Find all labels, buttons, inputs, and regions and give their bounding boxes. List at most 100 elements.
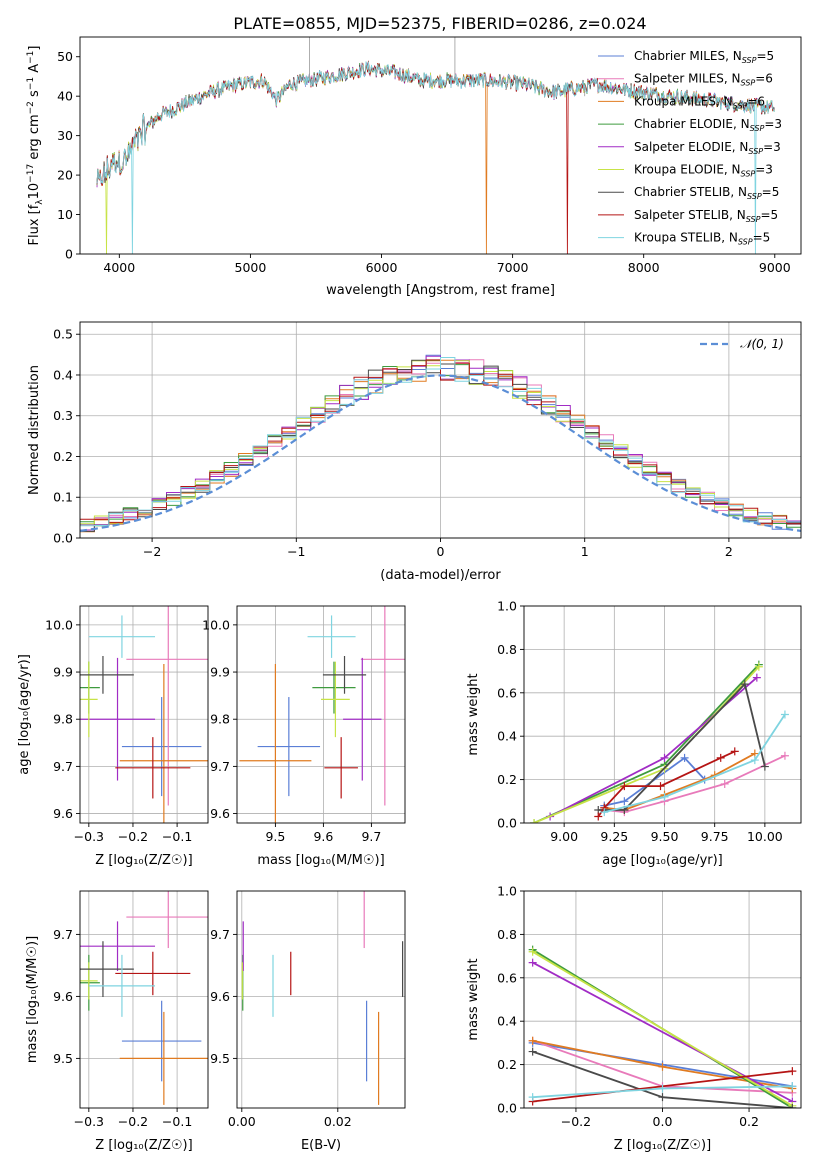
weight-marker-chabrier-stelib bbox=[760, 762, 769, 771]
x-tick-label: −0.3 bbox=[74, 829, 104, 844]
legend-label-kroupa-miles: Kroupa MILES, NSSP=6 bbox=[634, 94, 765, 110]
y-tick-label: 0.8 bbox=[497, 927, 517, 942]
weight-marker-kroupa-miles bbox=[528, 1036, 537, 1045]
weight-marker-kroupa-stelib bbox=[780, 710, 789, 719]
y-tick-label: 0.1 bbox=[53, 490, 73, 505]
x-axis-label: E(B-V) bbox=[301, 1138, 341, 1153]
y-tick-label: 9.6 bbox=[210, 989, 230, 1004]
y-tick-label: 0.6 bbox=[497, 685, 517, 700]
weight-marker-salpeter-elodie bbox=[660, 753, 669, 762]
y-tick-label: 10.0 bbox=[45, 617, 73, 632]
weight-marker-salpeter-stelib bbox=[716, 753, 725, 762]
panel-mass-weight-vs-age: 9.00 9.25 9.50 9.75 10.00 0.0 0.2 0.4 0.6 0.8 1.0 a… bbox=[466, 599, 802, 868]
y-tick-label: 0.8 bbox=[497, 642, 517, 657]
x-tick-label: 9.50 bbox=[651, 829, 679, 844]
weight-marker-kroupa-miles bbox=[658, 1062, 667, 1071]
y-tick-label: 0.0 bbox=[497, 816, 517, 831]
weight-line-chabrier-elodie bbox=[533, 663, 760, 823]
y-tick-label: 1.0 bbox=[497, 599, 517, 614]
x-tick-label: −0.2 bbox=[561, 1114, 591, 1129]
x-tick-label: 9.25 bbox=[600, 829, 628, 844]
panel-age-vs-mass: 9.5 9.6 9.7 9.6 9.7 9.8 9.9 10.0 mass [log₁₀(M/M… bbox=[202, 605, 406, 868]
weight-marker-salpeter-miles bbox=[720, 779, 729, 788]
weight-marker-chabrier-stelib bbox=[658, 1093, 667, 1102]
x-tick-label: 9.5 bbox=[265, 829, 285, 844]
x-tick-label: 5000 bbox=[235, 260, 267, 275]
y-axis-label: mass weight bbox=[466, 673, 481, 755]
x-axis-label: mass [log₁₀(M/M☉)] bbox=[257, 853, 384, 868]
panel-age-vs-z: −0.3 −0.2 −0.1 9.6 9.7 9.8 9.9 10.0 Z [log₁₀(Z/Z… bbox=[17, 605, 209, 868]
legend-label-salpeter-miles: Salpeter MILES, NSSP=6 bbox=[634, 72, 773, 88]
y-tick-label: 0.3 bbox=[53, 408, 73, 423]
x-tick-label: 0.0 bbox=[653, 1114, 673, 1129]
y-tick-label: 0.2 bbox=[53, 449, 73, 464]
panel-spectrum: 4000 5000 6000 7000 8000 9000 0 10 20 30 40 50 wavel… bbox=[26, 36, 802, 298]
weight-marker-kroupa-elodie bbox=[754, 662, 763, 671]
x-tick-label: 7000 bbox=[497, 260, 529, 275]
hist-kroupa-stelib bbox=[80, 357, 801, 527]
x-tick-label: −0.3 bbox=[74, 1114, 104, 1129]
x-axis-label: Z [log₁₀(Z/Z☉)] bbox=[95, 853, 192, 868]
axes-frame bbox=[79, 890, 209, 1109]
x-tick-label: 9.00 bbox=[550, 829, 578, 844]
weight-marker-salpeter-elodie bbox=[752, 673, 761, 682]
weight-marker-chabrier-stelib bbox=[740, 680, 749, 689]
x-tick-label: −0.2 bbox=[118, 829, 148, 844]
axes-frame bbox=[79, 605, 209, 824]
panel-residuals: −2 −1 0 1 2 0.0 0.1 0.2 0.3 0.4 0.5 𝒩(0, 1) (data-mo… bbox=[27, 321, 802, 583]
y-tick-label: 9.7 bbox=[53, 759, 73, 774]
weight-marker-kroupa-elodie bbox=[530, 819, 539, 823]
y-tick-label: 9.6 bbox=[210, 806, 230, 821]
plot-area bbox=[528, 945, 797, 1108]
weight-marker-kroupa-stelib bbox=[600, 808, 609, 817]
weight-marker-salpeter-stelib bbox=[656, 782, 665, 791]
weight-marker-salpeter-stelib bbox=[788, 1067, 797, 1076]
x-tick-label: 1 bbox=[581, 544, 589, 559]
weight-marker-chabrier-miles bbox=[620, 797, 629, 806]
plot-area bbox=[530, 660, 789, 823]
plot-area bbox=[241, 891, 404, 1105]
weight-marker-kroupa-stelib bbox=[788, 1082, 797, 1091]
weight-marker-chabrier-miles bbox=[680, 753, 689, 762]
x-tick-label: 4000 bbox=[103, 260, 135, 275]
y-tick-label: 0.0 bbox=[53, 531, 73, 546]
y-axis-label: mass weight bbox=[466, 958, 481, 1040]
legend-label-salpeter-elodie: Salpeter ELODIE, NSSP=3 bbox=[634, 140, 781, 156]
weight-line-kroupa-elodie bbox=[532, 951, 793, 1107]
y-tick-label: 10 bbox=[57, 207, 73, 222]
x-tick-label: 0.02 bbox=[324, 1114, 352, 1129]
y-tick-label: 0.2 bbox=[497, 1057, 517, 1072]
weight-marker-kroupa-stelib bbox=[528, 1093, 537, 1102]
x-tick-label: 0.00 bbox=[228, 1114, 256, 1129]
y-tick-label: 9.9 bbox=[210, 665, 230, 680]
y-tick-label: 0.4 bbox=[53, 367, 73, 382]
x-tick-label: 0.2 bbox=[739, 1114, 759, 1129]
y-axis-label: Normed distribution bbox=[27, 365, 42, 495]
x-tick-label: 9.75 bbox=[701, 829, 729, 844]
x-axis-label: (data-model)/error bbox=[380, 568, 501, 583]
y-tick-label: 9.6 bbox=[53, 989, 73, 1004]
plot-area bbox=[80, 891, 208, 1105]
x-tick-label: 6000 bbox=[366, 260, 398, 275]
panel-mass-weight-vs-z: −0.2 0.0 0.2 0.0 0.2 0.4 0.6 0.8 1.0 Z [log₁₀(Z/Z… bbox=[466, 884, 802, 1153]
y-tick-label: 50 bbox=[57, 49, 73, 64]
y-tick-label: 9.5 bbox=[210, 1051, 230, 1066]
spectrum-title: PLATE=0855, MJD=52375, FIBERID=0286, z=0… bbox=[233, 14, 646, 33]
x-axis-label: wavelength [Angstrom, rest frame] bbox=[326, 283, 555, 298]
x-tick-label: 2 bbox=[725, 544, 733, 559]
weight-line-kroupa-elodie bbox=[533, 666, 760, 823]
weight-line-kroupa-stelib bbox=[604, 714, 786, 813]
y-tick-label: 0.4 bbox=[497, 729, 517, 744]
y-tick-label: 9.7 bbox=[53, 927, 73, 942]
y-tick-label: 0.0 bbox=[497, 1101, 517, 1116]
weight-marker-salpeter-stelib bbox=[594, 812, 603, 821]
y-tick-label: 0.6 bbox=[497, 970, 517, 985]
weight-marker-kroupa-stelib bbox=[750, 756, 759, 765]
weight-marker-salpeter-elodie bbox=[528, 958, 537, 967]
y-tick-label: 0 bbox=[65, 247, 73, 262]
x-tick-label: 10.00 bbox=[747, 829, 783, 844]
x-tick-label: 8000 bbox=[628, 260, 660, 275]
x-tick-label: −2 bbox=[143, 544, 161, 559]
weight-marker-salpeter-stelib bbox=[730, 747, 739, 756]
